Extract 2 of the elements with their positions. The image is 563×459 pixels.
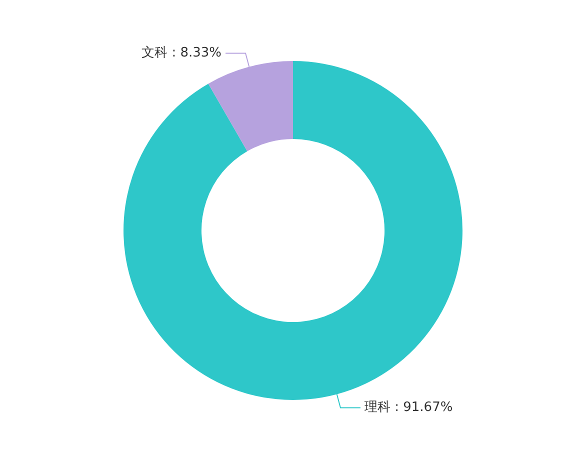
slice-label: 理科 : 91.67% <box>364 400 453 416</box>
slice-label: 文科 : 8.33% <box>142 46 222 61</box>
